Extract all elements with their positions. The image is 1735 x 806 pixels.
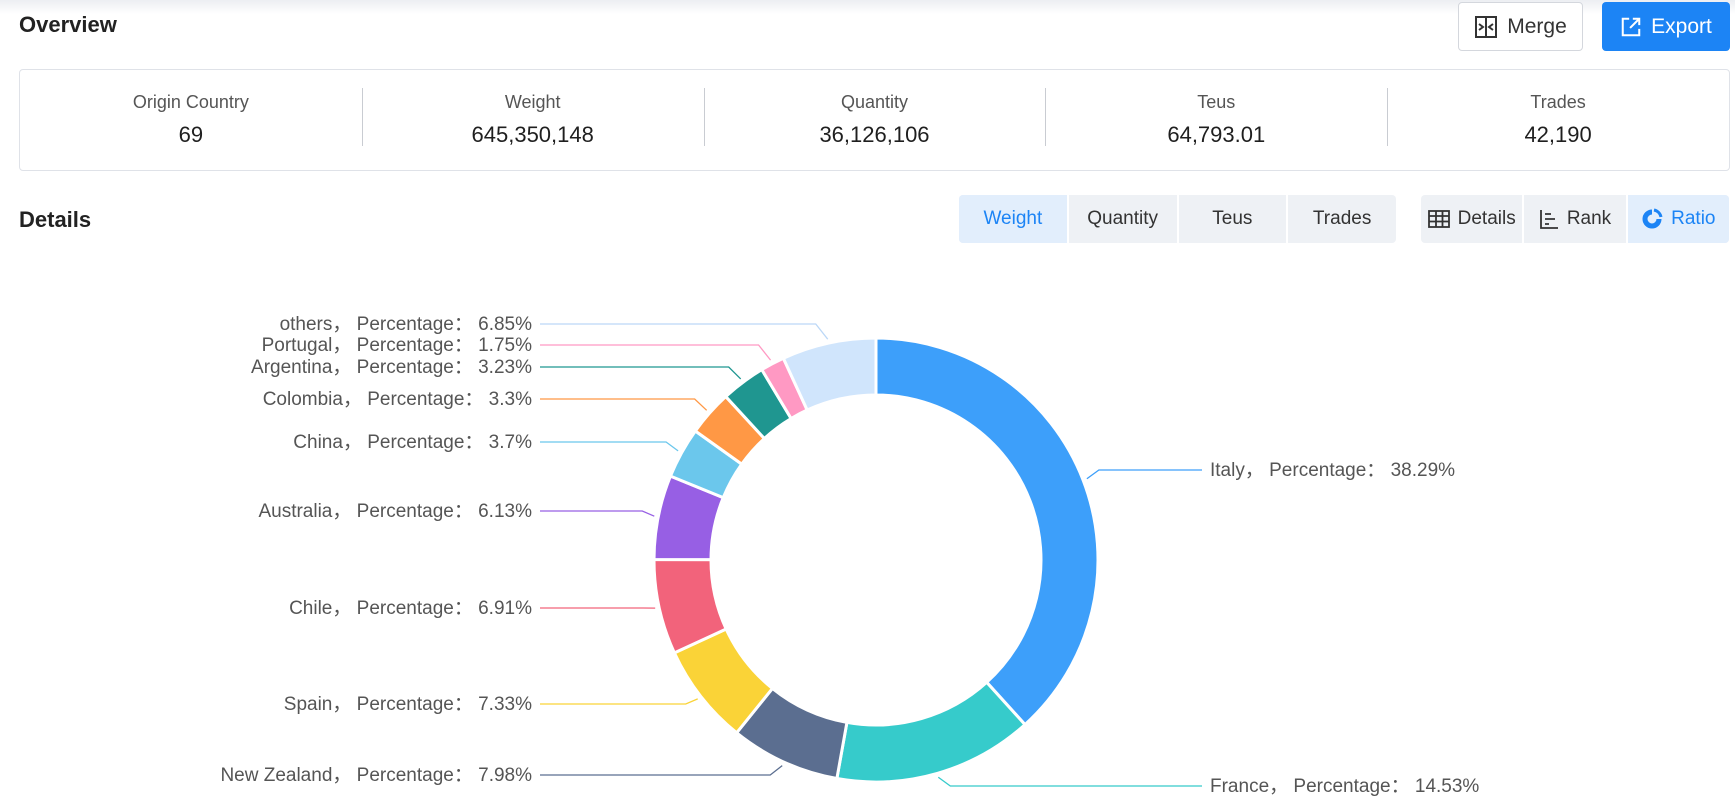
stat-value: 64,793.01 [1167,122,1266,147]
tab-teus[interactable]: Teus [1176,195,1287,243]
stat-trades: Trades 42,190 [1387,70,1729,170]
slice-label: others， Percentage： 6.85% [280,314,533,335]
leader-line [540,765,783,776]
details-title: Details [19,207,92,232]
slice-label: Portugal， Percentage： 1.75% [262,335,532,356]
view-tab-ratio[interactable]: Ratio [1625,195,1729,243]
header-shadow [0,0,1735,14]
stat-value: 42,190 [1524,122,1592,147]
rank-icon [1539,210,1558,229]
slice-france[interactable] [835,680,1028,784]
metric-tabs: Weight Quantity Teus Trades [959,195,1396,243]
view-tab-details[interactable]: Details [1421,195,1522,243]
stat-weight: Weight 645,350,148 [361,70,704,170]
slice-label: China， Percentage： 3.7% [293,432,532,453]
stats-summary: Origin Country 69 Weight 645,350,148 Qua… [19,69,1730,171]
ratio-donut-chart: Italy， Percentage： 38.29% France， Percent… [220,314,1479,797]
slice-label: Spain， Percentage： 7.33% [284,694,532,715]
tab-weight[interactable]: Weight [959,195,1067,243]
slice-label: Chile， Percentage： 6.91% [289,598,532,619]
export-button[interactable]: Export [1602,2,1730,51]
slice-others[interactable] [781,336,878,413]
stat-label: Origin Country [132,92,249,112]
leader-line [1086,469,1202,480]
stat-label: Teus [1197,92,1236,112]
view-tab-rank[interactable]: Rank [1522,195,1625,243]
stat-label: Quantity [840,92,909,112]
leader-line [540,366,742,380]
view-tab-label: Rank [1566,208,1612,229]
stat-label: Weight [504,92,561,112]
slice-label: France， Percentage： 14.53% [1210,776,1479,797]
view-tab-label: Ratio [1671,208,1716,229]
slice-label: Argentina， Percentage： 3.23% [251,357,532,378]
slice-label: Italy， Percentage： 38.29% [1210,460,1455,481]
merge-button[interactable]: Merge [1458,2,1583,51]
tab-trades[interactable]: Trades [1286,195,1396,243]
slice-label: Colombia， Percentage： 3.3% [263,389,532,410]
export-label: Export [1651,14,1712,38]
stat-label: Trades [1530,92,1586,112]
ring-chart-icon [1642,208,1664,229]
view-tabs: Details Rank Ratio [1421,195,1729,243]
slice-label: Australia， Percentage： 6.13% [258,501,532,522]
leader-line [540,344,772,361]
stat-value: 645,350,148 [471,122,594,147]
view-tab-label: Details [1457,208,1516,229]
overview-title: Overview [19,12,117,37]
leader-line [540,441,679,452]
export-icon [1621,17,1641,36]
leader-line [540,510,655,517]
tab-quantity[interactable]: Quantity [1066,195,1177,243]
stat-origin-country: Origin Country 69 [20,70,362,170]
merge-icon [1475,15,1498,38]
table-icon [1427,210,1450,228]
leader-line [540,698,698,705]
stat-value: 36,126,106 [819,122,930,147]
stat-teus: Teus 64,793.01 [1045,70,1387,170]
stat-value: 69 [178,122,204,147]
leader-line [540,323,829,340]
slice-label: New Zealand， Percentage： 7.98% [220,765,532,786]
leader-line [540,398,708,411]
slice-italy[interactable] [874,336,1100,727]
leader-line [937,776,1202,787]
stat-quantity: Quantity 36,126,106 [703,70,1046,170]
merge-label: Merge [1507,14,1567,38]
